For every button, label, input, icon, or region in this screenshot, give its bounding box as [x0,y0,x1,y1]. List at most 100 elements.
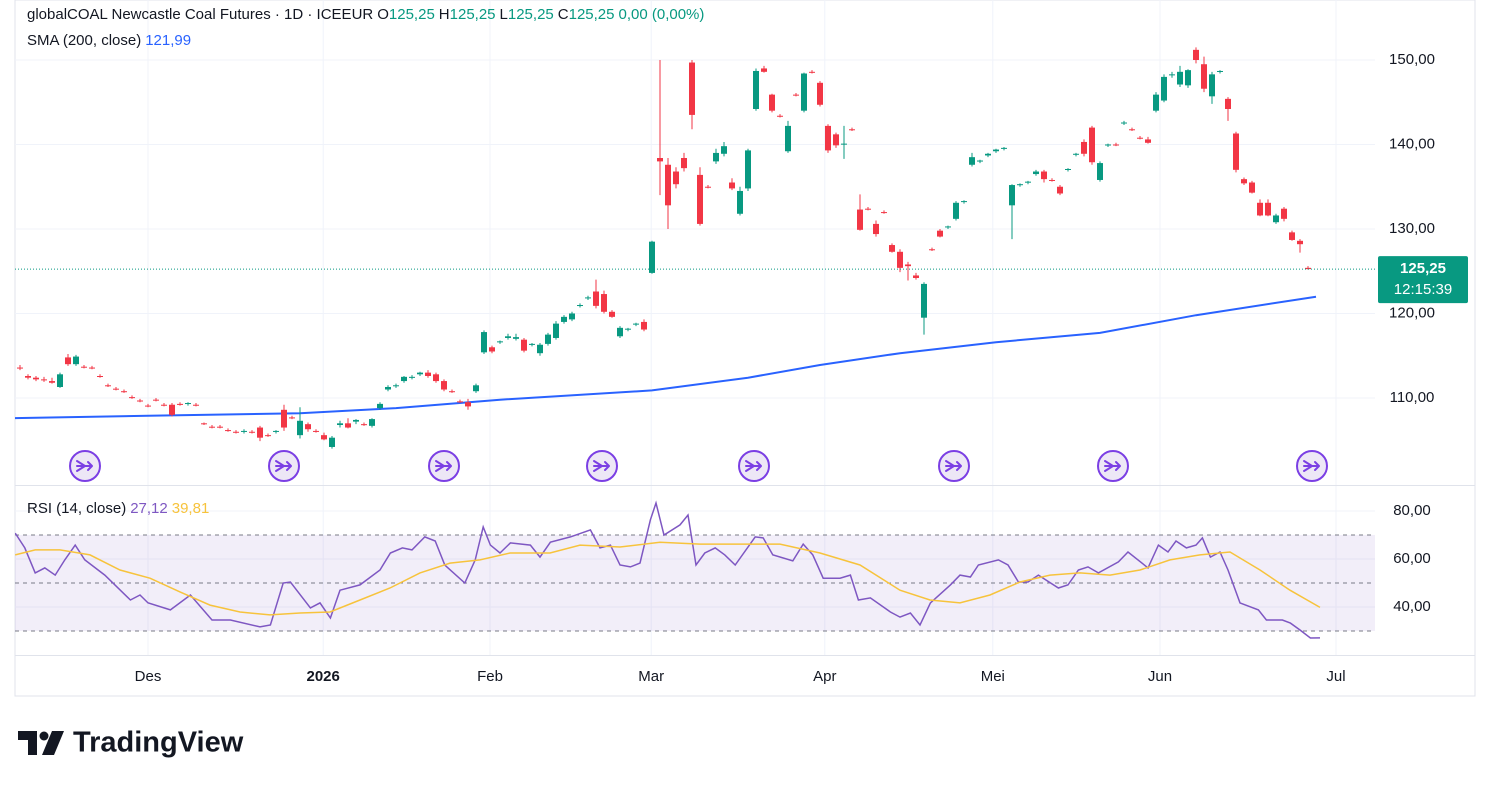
candle-body [705,186,711,188]
candle-body [33,377,39,380]
candle-body [161,404,167,406]
candle-body [1241,179,1247,184]
candle-body [425,372,431,377]
candle-body [81,366,87,368]
event-icon[interactable] [738,450,770,482]
event-icon[interactable] [69,450,101,482]
candle-body [1057,186,1063,194]
logo: TradingView [18,727,244,759]
candle-body [1153,94,1159,111]
candle-body [881,212,887,214]
candle-body [1217,70,1223,72]
candle-body [985,153,991,156]
candle-body [65,357,71,365]
candle-body [1193,49,1199,60]
candle-body [961,201,967,203]
candle-body [233,431,239,433]
indicator-name: RSI (14, close) [27,500,127,517]
event-icon[interactable] [428,450,460,482]
indicator-value: 27,12 [130,500,168,517]
candle-body [1137,137,1143,139]
y-tick-label: 110,00 [1390,389,1435,406]
candle-body [793,94,799,96]
candle-body [897,251,903,268]
ohlc-key: H [438,6,450,23]
ohlc-value: 125,25 [568,6,615,23]
event-icon[interactable] [268,450,300,482]
candle-body [57,374,63,387]
candle-body [865,208,871,210]
candle-body [1105,144,1111,146]
candle-body [841,143,847,145]
event-icon[interactable] [938,450,970,482]
candle-body [625,328,631,330]
candle-body [1185,70,1191,86]
candle-body [721,146,727,154]
ohlc-value: 125,25 [507,6,554,23]
indicator-value: 39,81 [171,500,210,517]
event-icon[interactable] [1296,450,1328,482]
candle-body [217,426,223,428]
candle-body [457,401,463,403]
candle-body [417,372,423,375]
x-tick-label: 2026 [307,668,340,685]
countdown: 12:15:39 [1394,281,1452,298]
candle-body [17,367,23,369]
candle-body [673,171,679,185]
candle-body [137,400,143,402]
candle-body [353,419,359,422]
candle-body [1281,208,1287,219]
candle-body [1017,184,1023,186]
sma-header: SMA (200, close) 121,99 [27,32,195,49]
ohlc-key: O [377,6,389,23]
candle-body [1225,98,1231,109]
candle-body [929,249,935,251]
candle-body [145,405,151,407]
event-icon[interactable] [586,450,618,482]
candle-body [809,71,815,73]
candle-body [497,341,503,343]
frame [14,0,1476,697]
candle-body [1033,171,1039,175]
candle-body [993,149,999,152]
candle-body [969,157,975,165]
candle-body [633,323,639,325]
candle-body [321,435,327,440]
last-price-label: 125,25 [1400,260,1446,277]
candle-body [1265,202,1271,216]
candle-body [465,402,471,407]
ohlc-key: C [557,6,569,23]
candle-body [593,291,599,306]
candle-body [681,158,687,169]
candle-body [713,152,719,162]
candle-body [689,62,695,115]
candle-body [921,283,927,318]
candle-body [329,437,335,447]
event-icon[interactable] [1097,450,1129,482]
candle-body [545,334,551,344]
candle-body [1209,74,1215,97]
candle-body [337,423,343,426]
series-line [15,541,1321,616]
candle-body [521,339,527,351]
indicator-value: 121,99 [145,32,192,49]
candle-body [1289,232,1295,240]
candle-body [249,431,255,433]
candle-body [769,94,775,111]
candle-body [609,311,615,317]
rsi-pane [15,500,1375,639]
candle-body [825,125,831,151]
candle-body [953,202,959,219]
candle-body [1169,74,1175,76]
ohlc-key: L [499,6,508,23]
candle-body [265,435,271,437]
candle-body [441,381,447,390]
candle-body [801,73,807,111]
x-tick-label: Jul [1326,668,1345,685]
candle-body [873,223,879,235]
candle-body [313,430,319,432]
candle-body [433,374,439,382]
candle-body [1305,267,1311,270]
candle-body [481,332,487,353]
